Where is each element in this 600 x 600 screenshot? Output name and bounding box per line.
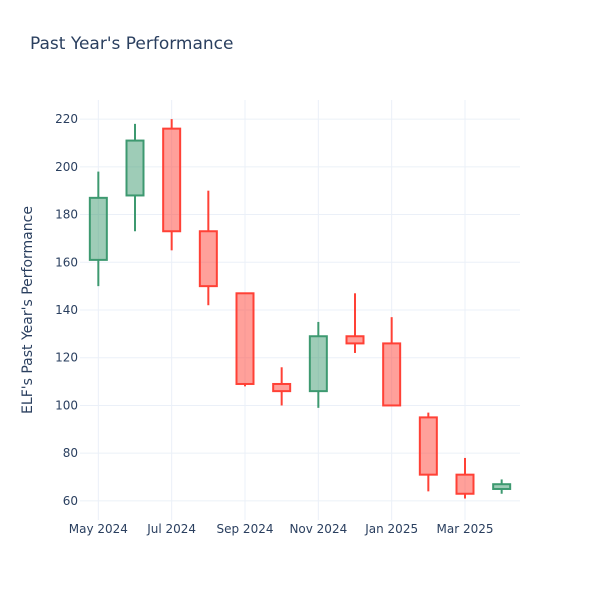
- x-tick-label: Sep 2024: [217, 522, 274, 536]
- y-tick-label: 80: [63, 446, 78, 460]
- x-tick-label: May 2024: [69, 522, 128, 536]
- y-tick-label: 160: [55, 255, 78, 269]
- candle: [345, 293, 365, 353]
- y-tick-label: 140: [55, 303, 78, 317]
- y-tick-label: 120: [55, 351, 78, 365]
- candle-body: [382, 342, 402, 407]
- candle: [272, 367, 292, 406]
- candle-body: [272, 382, 292, 393]
- axis-layer: 60 80 100 120 140 160 180 200 220 May 2024 Jul 202…: [55, 112, 493, 536]
- candle-body: [198, 230, 218, 288]
- candle: [125, 123, 145, 232]
- x-tick-label: Nov 2024: [289, 522, 347, 536]
- y-tick-label: 180: [55, 208, 78, 222]
- y-tick-label: 100: [55, 398, 78, 412]
- y-tick-label: 200: [55, 160, 78, 174]
- chart-title: Past Year's Performance: [30, 34, 234, 54]
- candle: [382, 317, 402, 407]
- candle: [198, 190, 218, 306]
- candle: [308, 321, 328, 408]
- x-tick-label: Jan 2025: [364, 522, 418, 536]
- candle-body: [308, 335, 328, 393]
- candle: [162, 119, 182, 251]
- candle-body: [492, 483, 512, 490]
- candle-body: [88, 196, 108, 261]
- candle: [455, 457, 475, 499]
- candle: [235, 292, 255, 387]
- y-tick-label: 60: [63, 494, 78, 508]
- x-tick-label: Mar 2025: [437, 522, 494, 536]
- grid-layer: [80, 100, 520, 520]
- candle-body: [418, 416, 438, 476]
- candle: [492, 479, 512, 494]
- candle-body: [162, 127, 182, 233]
- candle-layer: [88, 119, 512, 499]
- candle: [418, 412, 438, 492]
- candle-body: [235, 292, 255, 385]
- candle-body: [125, 139, 145, 197]
- y-axis-title: ELF's Past Year's Performance: [20, 206, 36, 414]
- candle-body: [345, 335, 365, 345]
- x-tick-label: Jul 2024: [146, 522, 196, 536]
- candle: [88, 171, 108, 287]
- y-tick-label: 220: [55, 112, 78, 126]
- candle-body: [455, 473, 475, 495]
